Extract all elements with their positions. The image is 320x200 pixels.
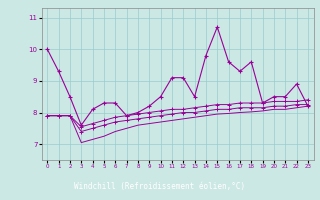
Text: Windchill (Refroidissement éolien,°C): Windchill (Refroidissement éolien,°C) [75, 182, 245, 192]
